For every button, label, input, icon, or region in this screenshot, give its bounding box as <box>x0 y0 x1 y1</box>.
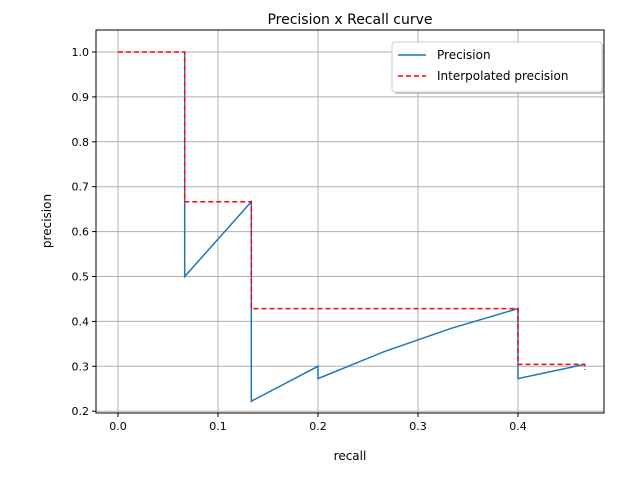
y-tick-label: 0.2 <box>72 405 90 418</box>
x-tick-label: 0.3 <box>409 420 427 433</box>
interpolated-precision-line <box>118 51 586 370</box>
x-axis-label: recall <box>334 449 367 463</box>
y-tick-label: 0.7 <box>72 181 90 194</box>
x-tick-label: 0.1 <box>209 420 227 433</box>
y-tick-label: 0.3 <box>72 360 90 373</box>
y-axis-label: precision <box>40 194 54 248</box>
axes-frame <box>95 29 605 414</box>
y-tick-label: 0.5 <box>72 271 90 284</box>
ticks: 0.0 0.1 0.2 0.3 0.4 0.2 0.3 0.4 0.5 0.6 0.7 0.8 0.9 1… <box>72 46 527 433</box>
legend-box <box>391 41 603 93</box>
y-tick-label: 1.0 <box>72 46 90 59</box>
chart-title: Precision x Recall curve <box>267 12 432 28</box>
series-layer <box>118 51 586 403</box>
y-tick-label: 0.9 <box>72 91 90 104</box>
legend-label-interpolated: Interpolated precision <box>437 69 568 83</box>
y-tick-label: 0.8 <box>72 136 90 149</box>
legend-label-precision: Precision <box>437 48 491 62</box>
x-tick-label: 0.0 <box>109 420 127 433</box>
y-tick-label: 0.6 <box>72 226 90 239</box>
x-tick-label: 0.4 <box>509 420 527 433</box>
legend: Precision Interpolated precision <box>391 41 604 94</box>
y-tick-label: 0.4 <box>72 315 90 328</box>
x-tick-label: 0.2 <box>309 420 327 433</box>
precision-line <box>183 52 585 403</box>
